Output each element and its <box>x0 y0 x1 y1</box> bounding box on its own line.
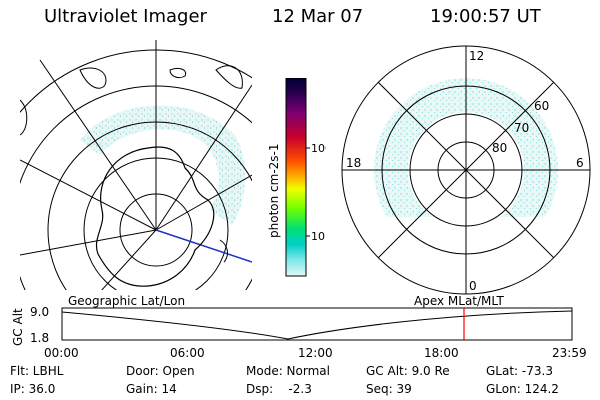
altitude-ylabel: GC Alt <box>11 308 25 346</box>
date-label: 12 Mar 07 <box>272 6 364 27</box>
altitude-plot: GC Alt 9.0 1.8 <box>11 305 573 346</box>
apex-caption: Apex MLat/MLT <box>414 294 504 308</box>
altitude-ytick-9: 9.0 <box>30 305 49 319</box>
aurora-oval <box>80 105 246 225</box>
glon-status: GLon: 124.2 <box>486 382 559 396</box>
gain-status: Gain: 14 <box>126 382 177 396</box>
colorbar-scale <box>285 78 307 277</box>
colorbar-unit: photon cm-2s-1 <box>267 144 281 239</box>
xtick-1800: 18:00 <box>424 346 459 360</box>
seq-status: Seq: 39 <box>366 382 412 396</box>
xtick-0000: 00:00 <box>44 346 79 360</box>
mlt-label-12: 12 <box>469 49 484 63</box>
xtick-2359: 23:59 <box>552 346 587 360</box>
instrument-title: Ultraviolet Imager <box>44 6 207 27</box>
colorbar-tick-10: 10 <box>311 230 325 243</box>
colorbar: 100 10 photon cm-2s-1 <box>267 78 326 277</box>
gc-alt-status: GC Alt: 9.0 Re <box>366 364 450 378</box>
colorbar-tick-100: 100 <box>311 142 326 155</box>
altitude-curve <box>61 310 573 340</box>
mode-status: Mode: Normal <box>246 364 330 378</box>
continent-outline <box>96 146 215 287</box>
mlat-label-60: 60 <box>534 99 549 113</box>
dsp-status: Dsp: -2.3 <box>246 382 312 396</box>
mlt-label-0: 0 <box>469 279 477 293</box>
xtick-1200: 12:00 <box>298 346 333 360</box>
filter-status: Flt: LBHL <box>10 364 64 378</box>
time-label: 19:00:57 UT <box>430 6 541 27</box>
altitude-frame <box>61 307 573 341</box>
terminator-line <box>155 229 252 263</box>
geographic-caption: Geographic Lat/Lon <box>68 294 186 308</box>
glat-status: GLat: -73.3 <box>486 364 553 378</box>
mlat-label-70: 70 <box>514 121 529 135</box>
door-status: Door: Open <box>126 364 195 378</box>
ip-status: IP: 36.0 <box>10 382 56 396</box>
mlat-label-80: 80 <box>492 141 507 155</box>
mlt-label-6: 6 <box>576 156 584 170</box>
xtick-0600: 06:00 <box>170 346 205 360</box>
mlat-mlt-plot: 12 18 6 0 60 70 80 <box>338 42 594 298</box>
geographic-map <box>20 40 252 290</box>
altitude-ytick-1.8: 1.8 <box>30 331 49 345</box>
mlt-label-18: 18 <box>346 156 361 170</box>
